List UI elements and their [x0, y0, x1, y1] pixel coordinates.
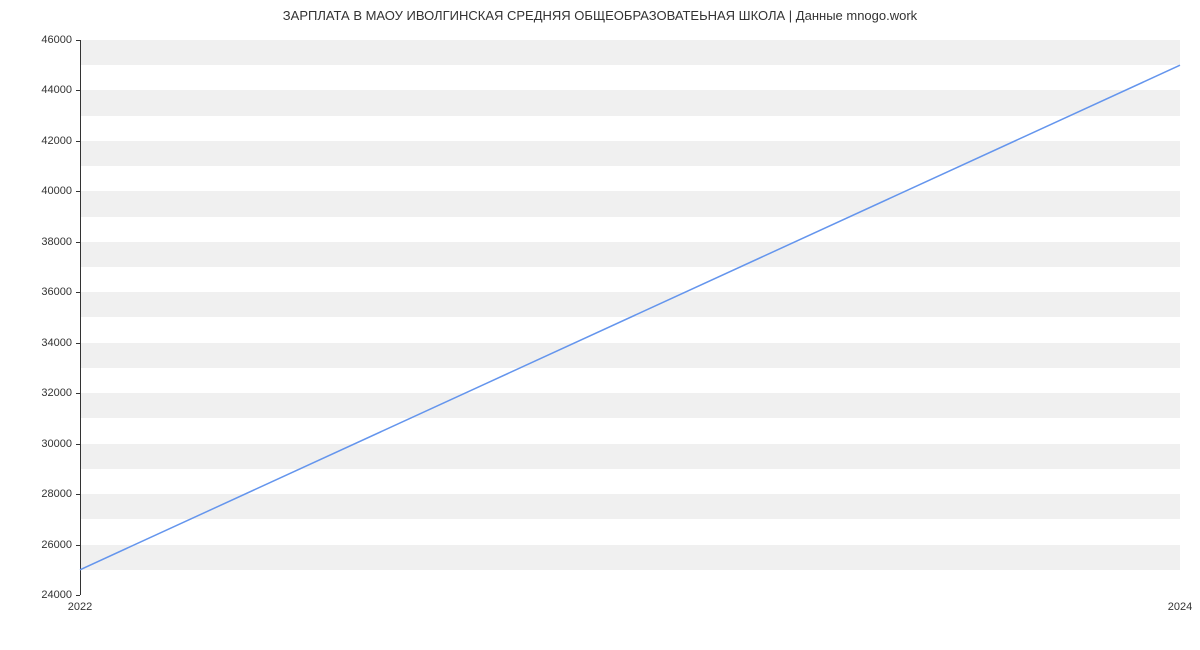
chart-title: ЗАРПЛАТА В МАОУ ИВОЛГИНСКАЯ СРЕДНЯЯ ОБЩЕ… — [0, 8, 1200, 23]
y-tick-label: 40000 — [32, 185, 72, 197]
y-tick — [76, 595, 80, 596]
y-tick-label: 42000 — [32, 135, 72, 147]
y-tick-label: 44000 — [32, 84, 72, 96]
y-tick-label: 24000 — [32, 589, 72, 601]
salary-line — [80, 65, 1180, 570]
y-tick-label: 28000 — [32, 488, 72, 500]
x-tick-label: 2022 — [68, 601, 92, 613]
y-tick-label: 32000 — [32, 387, 72, 399]
y-tick-label: 38000 — [32, 236, 72, 248]
y-tick-label: 30000 — [32, 438, 72, 450]
line-series — [80, 40, 1180, 595]
y-tick-label: 36000 — [32, 286, 72, 298]
plot-area: 2400026000280003000032000340003600038000… — [80, 40, 1180, 595]
y-tick-label: 46000 — [32, 34, 72, 46]
x-tick-label: 2024 — [1168, 601, 1192, 613]
y-tick-label: 26000 — [32, 539, 72, 551]
y-tick-label: 34000 — [32, 337, 72, 349]
chart-container: ЗАРПЛАТА В МАОУ ИВОЛГИНСКАЯ СРЕДНЯЯ ОБЩЕ… — [0, 0, 1200, 650]
